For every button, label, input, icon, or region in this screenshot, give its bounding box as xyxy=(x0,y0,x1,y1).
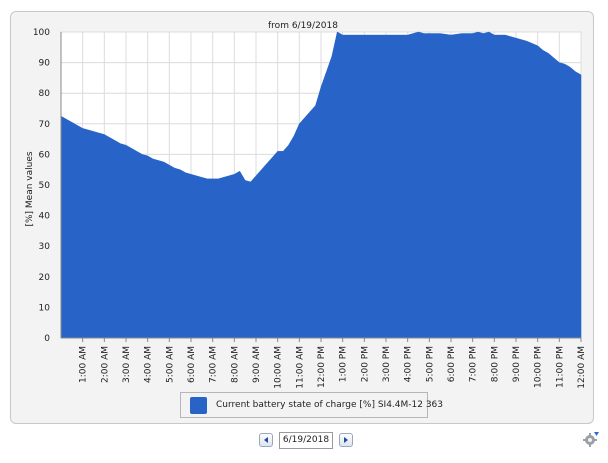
x-tick-label: 12:00 AM xyxy=(577,346,587,389)
x-tick-label: 8:00 AM xyxy=(230,346,240,383)
y-tick-label: 100 xyxy=(33,28,50,38)
x-tick-label: 5:00 PM xyxy=(425,346,435,382)
x-tick-label: 2:00 AM xyxy=(100,346,110,383)
chevron-right-icon xyxy=(344,437,348,443)
y-tick-label: 60 xyxy=(39,150,51,160)
x-tick-label: 8:00 PM xyxy=(490,346,500,382)
legend-swatch xyxy=(190,396,207,414)
x-tick-label: 11:00 PM xyxy=(555,346,565,388)
legend-label: Current battery state of charge [%] SI4.… xyxy=(216,400,444,410)
series-area xyxy=(60,31,582,339)
legend: Current battery state of charge [%] SI4.… xyxy=(180,392,443,418)
y-tick-label: 20 xyxy=(39,273,51,283)
x-tick-label: 10:00 PM xyxy=(534,346,544,388)
y-tick-label: 30 xyxy=(39,242,51,252)
next-day-button[interactable] xyxy=(339,433,353,447)
previous-day-button[interactable] xyxy=(259,433,273,447)
y-tick-label: 40 xyxy=(39,212,51,222)
y-tick-label: 90 xyxy=(39,59,51,69)
x-tick-label: 3:00 AM xyxy=(122,346,132,383)
x-tick-label: 10:00 AM xyxy=(274,346,284,389)
date-field[interactable]: 6/19/2018 xyxy=(279,431,333,449)
chart: 0 10 20 30 40 50 60 70 80 90 100 1:00 AM 2:00 AM 3:00… xyxy=(25,21,587,389)
y-tick-label: 70 xyxy=(39,120,51,130)
x-tick-label: 9:00 AM xyxy=(252,346,262,383)
chart-title: from 6/19/2018 xyxy=(268,21,338,31)
x-tick-label: 4:00 AM xyxy=(144,346,154,383)
x-tick-label: 4:00 PM xyxy=(404,346,414,382)
chart-panel: 0 10 20 30 40 50 60 70 80 90 100 1:00 AM 2:00 AM 3:00… xyxy=(10,11,594,424)
x-tick-label: 3:00 PM xyxy=(382,346,392,382)
x-tick-label: 5:00 AM xyxy=(165,346,175,383)
y-tick-label: 10 xyxy=(39,303,51,313)
axes: 0 10 20 30 40 50 60 70 80 90 100 1:00 AM 2:00 AM 3:00… xyxy=(33,28,587,389)
x-tick-label: 6:00 AM xyxy=(187,346,197,383)
x-tick-label: 9:00 PM xyxy=(512,346,522,382)
date-navigator: 6/19/2018 xyxy=(259,431,353,449)
y-tick-label: 0 xyxy=(44,334,50,344)
settings-icon[interactable] xyxy=(582,430,600,448)
x-tick-label: 7:00 PM xyxy=(469,346,479,382)
y-axis-label: [%] Mean values xyxy=(25,151,35,226)
x-tick-label: 11:00 AM xyxy=(295,346,305,389)
x-tick-label: 1:00 AM xyxy=(79,346,89,383)
x-tick-label: 2:00 PM xyxy=(360,346,370,382)
x-tick-label: 12:00 PM xyxy=(317,346,327,388)
y-tick-label: 80 xyxy=(39,89,51,99)
x-tick-label: 1:00 PM xyxy=(339,346,349,382)
y-tick-label: 50 xyxy=(39,181,51,191)
x-tick-label: 6:00 PM xyxy=(447,346,457,382)
x-tick-label: 7:00 AM xyxy=(209,346,219,383)
chevron-left-icon xyxy=(264,437,268,443)
series-area-path xyxy=(60,31,582,339)
